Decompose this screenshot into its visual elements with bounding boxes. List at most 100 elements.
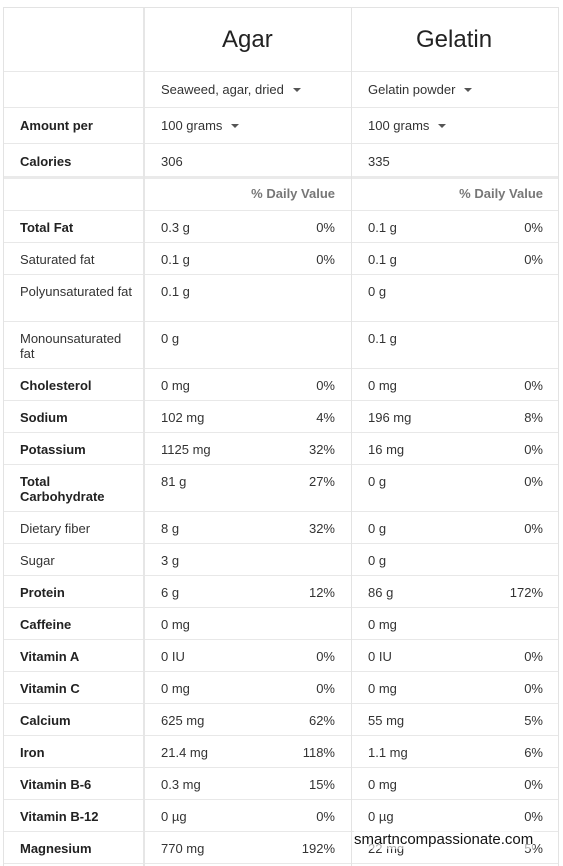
food-2-daily-percent: 5% bbox=[524, 713, 543, 728]
nutrient-row: Potassium 1125 mg 32% 16 mg 0% bbox=[4, 433, 558, 465]
nutrient-name: Vitamin C bbox=[20, 681, 80, 696]
food-2-value: 0 IU bbox=[368, 649, 392, 664]
food-1-value: 8 g bbox=[161, 521, 180, 536]
nutrient-name: Saturated fat bbox=[20, 252, 95, 267]
food-1-daily-percent: 4% bbox=[316, 410, 335, 425]
food-1-daily-percent: 192% bbox=[301, 841, 335, 856]
food-1-value: 0 mg bbox=[161, 378, 190, 393]
food-1-daily-percent: 0% bbox=[316, 252, 335, 267]
food-2-daily-percent: 8% bbox=[524, 410, 543, 425]
food-1-value: 0 mg bbox=[161, 617, 190, 632]
food-1-title: Agar bbox=[222, 26, 273, 53]
amount-row: Amount per 100 grams 100 grams bbox=[4, 108, 558, 144]
chevron-down-icon bbox=[231, 123, 240, 128]
food-1-value: 3 g bbox=[161, 553, 180, 568]
amount-per-label: Amount per bbox=[20, 118, 93, 133]
nutrient-name: Calcium bbox=[20, 713, 71, 728]
nutrient-name: Sodium bbox=[20, 410, 68, 425]
chevron-down-icon bbox=[438, 123, 447, 128]
food-2-variety-select[interactable]: Gelatin powder bbox=[368, 82, 473, 97]
food-1-value: 0 g bbox=[161, 331, 180, 346]
food-1-value: 21.4 mg bbox=[161, 745, 208, 760]
food-2-daily-percent: 0% bbox=[524, 378, 543, 393]
nutrient-row: Iron 21.4 mg 118% 1.1 mg 6% bbox=[4, 736, 558, 768]
food-2-daily-percent: 0% bbox=[524, 252, 543, 267]
food-2-value: 0 g bbox=[368, 474, 387, 489]
food-1-daily-percent: 62% bbox=[308, 713, 335, 728]
food-2-variety-label: Gelatin powder bbox=[368, 82, 456, 97]
food-1-value: 102 mg bbox=[161, 410, 205, 425]
nutrient-name: Caffeine bbox=[20, 617, 72, 632]
food-1-daily-percent: 0% bbox=[316, 378, 335, 393]
food-1-value: 1125 mg bbox=[161, 442, 211, 457]
food-2-daily-percent: 0% bbox=[524, 220, 543, 235]
daily-value-header-row: % Daily Value % Daily Value bbox=[4, 179, 558, 211]
nutrient-name: Dietary fiber bbox=[20, 521, 91, 536]
food-2-value: 0 µg bbox=[368, 809, 394, 824]
food-2-daily-percent: 0% bbox=[524, 474, 543, 489]
food-2-value: 1.1 mg bbox=[368, 745, 408, 760]
food-1-daily-percent: 0% bbox=[316, 649, 335, 664]
nutrient-row: Vitamin B-12 0 µg 0% 0 µg 0% bbox=[4, 800, 558, 832]
food-2-value: 16 mg bbox=[368, 442, 405, 457]
nutrient-name: Iron bbox=[20, 745, 45, 760]
nutrient-name: Cholesterol bbox=[20, 378, 92, 393]
food-2-amount-select[interactable]: 100 grams bbox=[368, 118, 447, 133]
food-1-variety-select[interactable]: Seaweed, agar, dried bbox=[161, 82, 301, 97]
calories-label: Calories bbox=[20, 154, 72, 169]
nutrient-row: Polyunsaturated fat 0.1 g 0 g bbox=[4, 275, 558, 322]
watermark: smartncompassionate.com bbox=[354, 831, 534, 849]
food-1-amount-label: 100 grams bbox=[161, 118, 223, 133]
nutrient-name: Protein bbox=[20, 585, 65, 600]
food-1-daily-percent: 12% bbox=[308, 585, 335, 600]
column-divider bbox=[143, 8, 145, 866]
food-2-amount-label: 100 grams bbox=[368, 118, 430, 133]
food-2-value: 0 mg bbox=[368, 777, 397, 792]
food-1-value: 770 mg bbox=[161, 841, 205, 856]
food-1-daily-percent: 0% bbox=[316, 809, 335, 824]
food-2-value: 0 g bbox=[368, 553, 387, 568]
food-1-amount-select[interactable]: 100 grams bbox=[161, 118, 240, 133]
daily-value-header-1: % Daily Value bbox=[251, 186, 335, 201]
food-2-value: 0 g bbox=[368, 284, 387, 299]
nutrient-row: Monounsaturated fat 0 g 0.1 g bbox=[4, 322, 558, 369]
nutrient-row: Cholesterol 0 mg 0% 0 mg 0% bbox=[4, 369, 558, 401]
variety-row: Seaweed, agar, dried Gelatin powder bbox=[4, 72, 558, 108]
nutrient-name: Potassium bbox=[20, 442, 86, 457]
food-1-variety-label: Seaweed, agar, dried bbox=[161, 82, 284, 97]
food-1-value: 81 g bbox=[161, 474, 187, 489]
nutrient-name: Magnesium bbox=[20, 841, 92, 856]
food-2-value: 0 mg bbox=[368, 617, 397, 632]
food-2-value: 86 g bbox=[368, 585, 394, 600]
nutrition-comparison-table: Agar Gelatin Seaweed, agar, dried Gelati… bbox=[3, 7, 559, 866]
column-divider bbox=[351, 8, 352, 866]
nutrient-name: Total Fat bbox=[20, 220, 74, 235]
nutrient-row: Protein 6 g 12% 86 g 172% bbox=[4, 576, 558, 608]
food-2-daily-percent: 0% bbox=[524, 521, 543, 536]
food-1-value: 0.3 mg bbox=[161, 777, 201, 792]
nutrient-name: Vitamin B-6 bbox=[20, 777, 92, 792]
nutrient-name: Vitamin B-12 bbox=[20, 809, 99, 824]
nutrient-name: Monounsaturated fat bbox=[20, 331, 122, 361]
food-2-value: 196 mg bbox=[368, 410, 412, 425]
nutrient-row: Total Carbohydrate 81 g 27% 0 g 0% bbox=[4, 465, 558, 512]
food-1-value: 0 µg bbox=[161, 809, 187, 824]
food-2-value: 0.1 g bbox=[368, 252, 397, 267]
chevron-down-icon bbox=[464, 87, 473, 92]
food-1-daily-percent: 0% bbox=[316, 681, 335, 696]
food-2-calories: 335 bbox=[368, 154, 390, 169]
nutrient-row: Total Fat 0.3 g 0% 0.1 g 0% bbox=[4, 211, 558, 243]
food-1-daily-percent: 118% bbox=[302, 745, 335, 760]
food-2-daily-percent: 172% bbox=[509, 585, 543, 600]
food-2-daily-percent: 0% bbox=[524, 681, 543, 696]
nutrient-row: Vitamin A 0 IU 0% 0 IU 0% bbox=[4, 640, 558, 672]
food-title-row: Agar Gelatin bbox=[4, 8, 558, 72]
calories-row: Calories 306 335 bbox=[4, 144, 558, 179]
food-2-value: 0 g bbox=[368, 521, 387, 536]
food-1-daily-percent: 27% bbox=[308, 474, 335, 489]
food-2-daily-percent: 0% bbox=[524, 777, 543, 792]
nutrient-row: Saturated fat 0.1 g 0% 0.1 g 0% bbox=[4, 243, 558, 275]
food-2-title: Gelatin bbox=[416, 26, 493, 53]
food-1-value: 6 g bbox=[161, 585, 180, 600]
food-1-value: 0.1 g bbox=[161, 284, 190, 299]
